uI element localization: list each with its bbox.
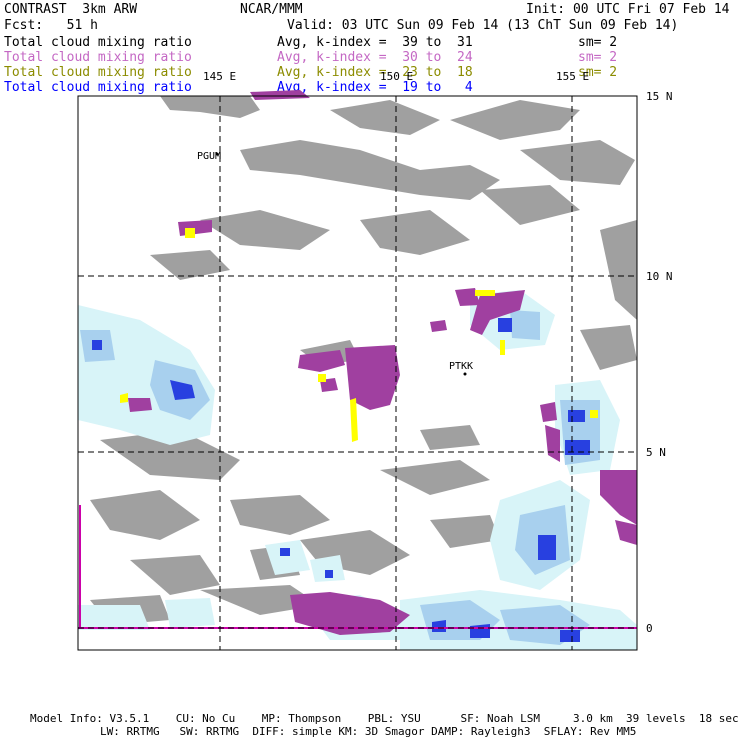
gray-cloud-layer	[90, 96, 637, 625]
map-frame	[77, 95, 638, 651]
lon-label: 150 E	[380, 70, 414, 83]
forecast-hour: Fcst: 51 h	[4, 18, 98, 33]
legend-field: Total cloud mixing ratio	[4, 50, 192, 65]
yellow-cloud-layer	[120, 228, 598, 442]
station-label: PTKK	[449, 361, 474, 372]
purple-cloud-layer	[128, 90, 637, 635]
legend-sm: sm= 2	[578, 50, 618, 65]
lat-label: 10 N	[646, 270, 673, 283]
legend-sm: sm= 2	[578, 65, 618, 80]
lon-label: 145 E	[203, 70, 237, 83]
lat-label: 15 N	[646, 90, 673, 103]
lat-label: 0	[646, 622, 653, 635]
lat-label: 5 N	[646, 446, 666, 459]
legend-sm: sm= 2	[578, 35, 618, 50]
legend-field: Total cloud mixing ratio	[4, 65, 192, 80]
model-info-line2: LW: RRTMG SW: RRTMG DIFF: simple KM: 3D …	[100, 725, 637, 738]
model-title: CONTRAST 3km ARW	[4, 2, 138, 17]
legend-range: Avg, k-index = 30 to 24	[277, 50, 473, 65]
station-dot	[215, 152, 219, 156]
init-time: Init: 00 UTC Fri 07 Feb 14	[526, 2, 730, 17]
station-dot	[463, 372, 467, 376]
valid-time: Valid: 03 UTC Sun 09 Feb 14 (13 ChT Sun …	[287, 18, 679, 33]
station-label: PGUM	[197, 151, 222, 162]
legend-range: Avg, k-index = 23 to 18	[277, 65, 473, 80]
legend-range: Avg, k-index = 39 to 31	[277, 35, 473, 50]
model-info-line1: Model Info: V3.5.1 CU: No Cu MP: Thompso…	[30, 712, 739, 725]
lon-label: 155 E	[556, 70, 590, 83]
center-name: NCAR/MMM	[240, 2, 303, 17]
legend-field: Total cloud mixing ratio	[4, 35, 192, 50]
lat-lon-grid	[78, 96, 637, 650]
legend-field: Total cloud mixing ratio	[4, 80, 192, 95]
